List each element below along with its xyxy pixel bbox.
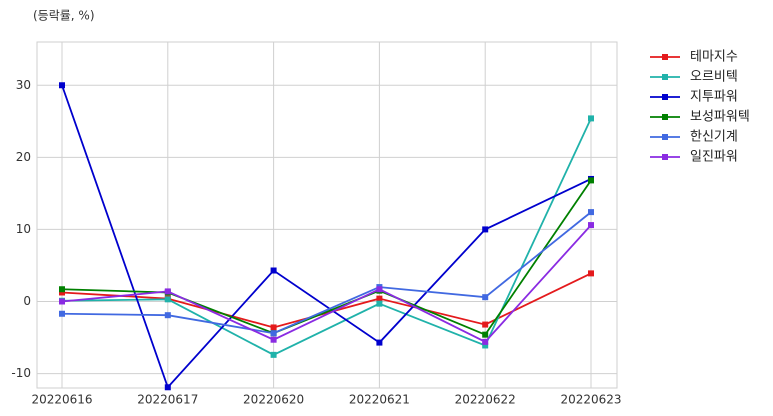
data-point: [270, 330, 277, 337]
data-point: [588, 177, 594, 184]
legend-label: 오르비텍: [690, 70, 738, 85]
series-line: [61, 179, 592, 336]
legend-label: 테마지수: [690, 50, 738, 65]
data-point: [482, 342, 489, 349]
data-point: [164, 384, 171, 391]
x-tick-label: 20220617: [137, 393, 198, 407]
data-point: [376, 286, 383, 293]
legend-marker: [662, 54, 668, 60]
legend-label: 보성파워텍: [690, 110, 750, 125]
y-tick-label: 20: [16, 150, 31, 164]
data-point: [588, 209, 594, 216]
data-point: [270, 351, 277, 358]
data-point: [482, 321, 489, 328]
legend-marker: [662, 134, 668, 140]
x-tick-label: 20220621: [349, 393, 410, 407]
data-point: [588, 115, 594, 122]
data-point: [482, 294, 489, 301]
series-line: [61, 272, 592, 329]
data-point: [59, 310, 65, 317]
legend-marker: [662, 154, 668, 160]
x-tick-label: 20220620: [243, 393, 304, 407]
data-point: [164, 288, 171, 295]
data-point: [59, 298, 65, 305]
data-point: [482, 331, 489, 338]
x-tick-label: 20220616: [31, 393, 92, 407]
y-tick-label: 30: [16, 78, 31, 92]
data-point: [270, 267, 277, 274]
data-point: [59, 289, 65, 296]
data-point: [376, 339, 383, 346]
y-axis-label: (등락률, %): [33, 9, 95, 23]
legend-label: 한신기계: [690, 130, 738, 145]
plot-area: [36, 41, 618, 389]
data-point: [164, 296, 171, 303]
data-point: [376, 295, 383, 302]
legend-marker: [662, 114, 668, 120]
series-line: [61, 224, 592, 343]
series-line: [61, 211, 592, 335]
legend-marker: [662, 94, 668, 100]
data-point: [376, 300, 383, 307]
data-point: [59, 286, 65, 293]
data-point: [270, 336, 277, 343]
legend-marker: [662, 74, 668, 80]
legend-label: 일진파워: [690, 150, 738, 165]
series-line: [61, 84, 592, 390]
y-tick-label: 10: [16, 222, 31, 236]
data-point: [164, 312, 171, 319]
x-tick-label: 20220623: [560, 393, 621, 407]
data-point: [588, 270, 594, 277]
data-point: [588, 222, 594, 229]
y-tick-label: -10: [11, 366, 31, 380]
data-point: [482, 226, 489, 233]
data-point: [482, 338, 489, 345]
data-point: [59, 82, 65, 89]
data-point: [270, 324, 277, 331]
y-tick-label: 0: [23, 294, 31, 308]
x-tick-label: 20220622: [455, 393, 516, 407]
legend-label: 지투파워: [690, 90, 738, 105]
